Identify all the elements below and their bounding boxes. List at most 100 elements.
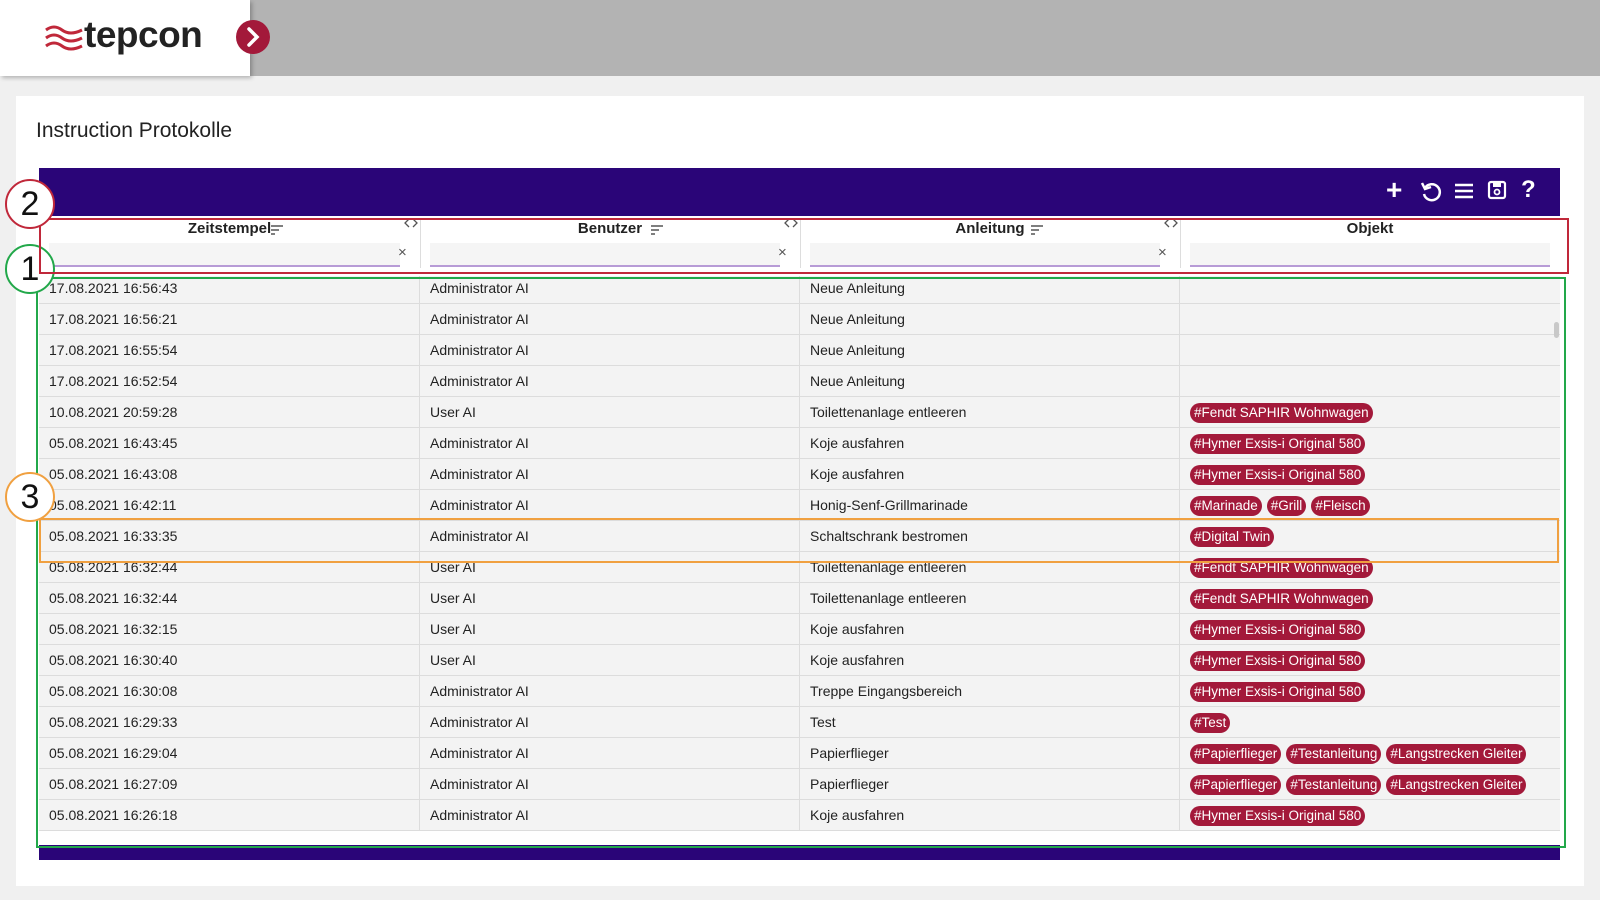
tag[interactable]: #Hymer Exsis-i Original 580: [1190, 620, 1366, 641]
table-row[interactable]: 05.08.2021 16:32:15 User AI Koje ausfahren…: [39, 614, 1560, 645]
table-row[interactable]: 05.08.2021 16:42:11 Administrator AI Honig…: [39, 490, 1560, 521]
table-cell: User AI: [420, 583, 800, 613]
filter-input[interactable]: [430, 243, 780, 267]
table-row[interactable]: 05.08.2021 16:32:44 User AI Toilettenanlag…: [39, 583, 1560, 614]
table-cell: #Hymer Exsis-i Original 580: [1180, 428, 1560, 458]
column-divider: [420, 218, 421, 268]
tag[interactable]: #Testanleitung: [1286, 744, 1382, 765]
table-row[interactable]: 05.08.2021 16:27:09 Administrator AI Papie…: [39, 769, 1560, 800]
table-cell: 05.08.2021 16:30:08: [39, 676, 420, 706]
columns-button[interactable]: [1454, 181, 1474, 201]
tag[interactable]: #Marinade: [1190, 496, 1262, 517]
table-row[interactable]: 05.08.2021 16:26:18 Administrator AI Koje …: [39, 800, 1560, 831]
column-title[interactable]: Benutzer: [577, 220, 643, 237]
table-row[interactable]: 17.08.2021 16:55:54 Administrator AI Neue …: [39, 335, 1560, 366]
table-cell: #Papierflieger #Testanleitung #Langstrecke…: [1180, 769, 1560, 799]
annotation-marker: 1: [5, 244, 55, 294]
tag[interactable]: #Fleisch: [1311, 496, 1370, 517]
column-title[interactable]: Objekt: [1346, 220, 1394, 237]
table-row[interactable]: 05.08.2021 16:29:33 Administrator AI Test #…: [39, 707, 1560, 738]
column-title[interactable]: Zeitstempel: [187, 220, 272, 237]
tag[interactable]: #Fendt SAPHIR Wohnwagen: [1190, 589, 1373, 610]
table-row[interactable]: 05.08.2021 16:32:44 User AI Toilettenanlag…: [39, 552, 1560, 583]
table-header: Zeitstempel × Benutzer × Anleitung × Objekt: [39, 218, 1560, 272]
column-title[interactable]: Anleitung: [955, 220, 1025, 237]
sort-icon[interactable]: [270, 224, 284, 236]
table-cell: Toilettenanlage entleeren: [800, 583, 1180, 613]
table-cell: Neue Anleitung: [800, 335, 1180, 365]
table-cell: Administrator AI: [420, 707, 800, 737]
tag[interactable]: #Langstrecken Gleiter: [1386, 775, 1527, 796]
table-row[interactable]: 05.08.2021 16:29:04 Administrator AI Papie…: [39, 738, 1560, 769]
table-cell: User AI: [420, 397, 800, 427]
tag[interactable]: #Digital Twin: [1190, 527, 1275, 548]
table-row[interactable]: 05.08.2021 16:43:08 Administrator AI Koje …: [39, 459, 1560, 490]
table-cell: #Hymer Exsis-i Original 580: [1180, 676, 1560, 706]
resize-handle[interactable]: [1164, 218, 1178, 228]
table-cell: #Test: [1180, 707, 1560, 737]
table-cell: #Fendt SAPHIR Wohnwagen: [1180, 552, 1560, 582]
add-button[interactable]: +: [1386, 174, 1403, 205]
table-row[interactable]: 17.08.2021 16:52:54 Administrator AI Neue …: [39, 366, 1560, 397]
table-cell: Administrator AI: [420, 800, 800, 830]
table-cell: Administrator AI: [420, 738, 800, 768]
table-cell: Honig-Senf-Grillmarinade: [800, 490, 1180, 520]
table-cell: #Papierflieger #Testanleitung #Langstrecke…: [1180, 738, 1560, 768]
annotation-marker: 2: [5, 179, 55, 229]
table-row[interactable]: 05.08.2021 16:30:08 Administrator AI Trepp…: [39, 676, 1560, 707]
table-cell: #Fendt SAPHIR Wohnwagen: [1180, 397, 1560, 427]
table-row[interactable]: 17.08.2021 16:56:43 Administrator AI Neue …: [39, 276, 1560, 304]
filter-input[interactable]: [810, 243, 1160, 267]
tag[interactable]: #Hymer Exsis-i Original 580: [1190, 434, 1366, 455]
save-button[interactable]: [1487, 180, 1507, 200]
table-cell: 05.08.2021 16:43:08: [39, 459, 420, 489]
table-cell: Administrator AI: [420, 521, 800, 551]
resize-handle[interactable]: [404, 218, 418, 228]
resize-handle[interactable]: [784, 218, 798, 228]
table-cell: 05.08.2021 16:32:44: [39, 552, 420, 582]
filter-input[interactable]: [49, 243, 400, 267]
tag[interactable]: #Grill: [1266, 496, 1307, 517]
menu-toggle[interactable]: [234, 18, 272, 56]
filter-input[interactable]: [1190, 243, 1550, 267]
tag[interactable]: #Hymer Exsis-i Original 580: [1190, 682, 1366, 703]
table-cell: Koje ausfahren: [800, 459, 1180, 489]
table-cell: Administrator AI: [420, 276, 800, 303]
table-cell: #Hymer Exsis-i Original 580: [1180, 459, 1560, 489]
page-title: Instruction Protokolle: [36, 119, 233, 142]
refresh-button[interactable]: [1420, 180, 1442, 202]
tag[interactable]: #Hymer Exsis-i Original 580: [1190, 806, 1366, 827]
tag[interactable]: #Fendt SAPHIR Wohnwagen: [1190, 558, 1373, 579]
column-divider: [1180, 218, 1181, 268]
tag[interactable]: #Testanleitung: [1286, 775, 1382, 796]
sort-icon[interactable]: [1030, 224, 1044, 236]
sort-icon[interactable]: [650, 224, 664, 236]
table-cell: Test: [800, 707, 1180, 737]
column-divider: [800, 218, 801, 268]
table-row[interactable]: 05.08.2021 16:33:35 Administrator AI Schal…: [39, 521, 1560, 552]
table-row[interactable]: 10.08.2021 20:59:28 User AI Toilettenanlag…: [39, 397, 1560, 428]
table-cell: Koje ausfahren: [800, 614, 1180, 644]
table-cell: Schaltschrank bestromen: [800, 521, 1180, 551]
tag[interactable]: #Hymer Exsis-i Original 580: [1190, 651, 1366, 672]
tag[interactable]: #Papierflieger: [1190, 744, 1282, 765]
table-cell: Administrator AI: [420, 676, 800, 706]
table-cell: Neue Anleitung: [800, 276, 1180, 303]
tag[interactable]: #Hymer Exsis-i Original 580: [1190, 465, 1366, 486]
logo-box: tepcon: [0, 0, 250, 76]
table-row[interactable]: 17.08.2021 16:56:21 Administrator AI Neue …: [39, 304, 1560, 335]
filter-clear[interactable]: ×: [778, 244, 787, 261]
tag[interactable]: #Papierflieger: [1190, 775, 1282, 796]
table-row[interactable]: 05.08.2021 16:30:40 User AI Koje ausfahren…: [39, 645, 1560, 676]
table-row[interactable]: 05.08.2021 16:43:45 Administrator AI Koje …: [39, 428, 1560, 459]
filter-clear[interactable]: ×: [1158, 244, 1167, 261]
tag[interactable]: #Test: [1190, 713, 1231, 734]
table-cell: 05.08.2021 16:43:45: [39, 428, 420, 458]
table-cell: Papierflieger: [800, 738, 1180, 768]
scrollbar[interactable]: [1554, 322, 1559, 338]
table-cell: Administrator AI: [420, 459, 800, 489]
tag[interactable]: #Fendt SAPHIR Wohnwagen: [1190, 403, 1373, 424]
tag[interactable]: #Langstrecken Gleiter: [1386, 744, 1527, 765]
filter-clear[interactable]: ×: [398, 244, 407, 261]
help-button[interactable]: ?: [1521, 176, 1536, 203]
